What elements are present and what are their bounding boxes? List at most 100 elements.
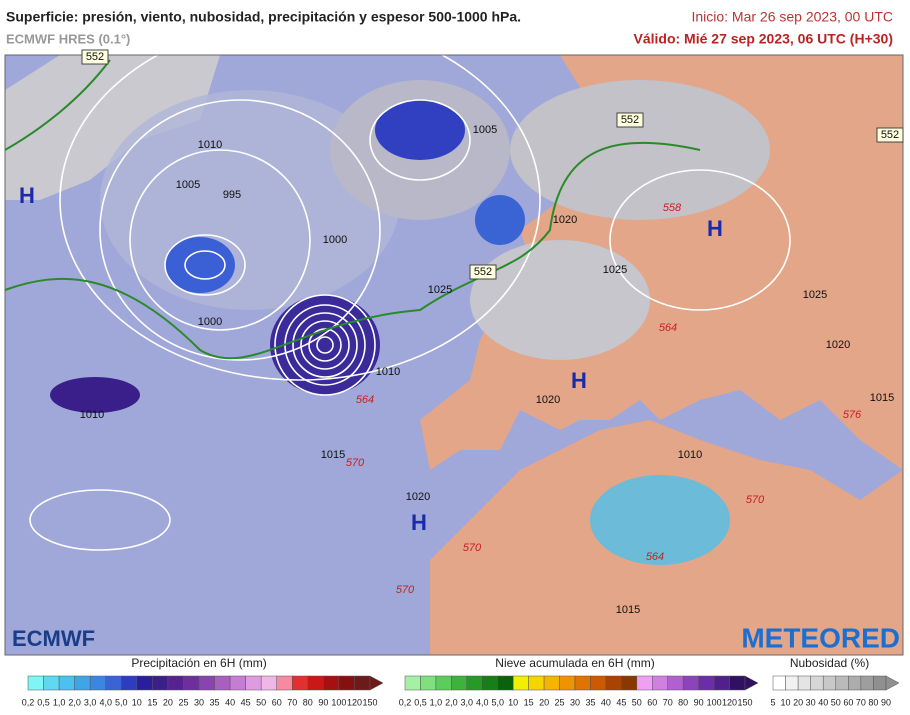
map-label: 1000 [198,316,222,328]
legend-swatch [822,675,837,691]
legend-label: 40 [818,697,828,707]
map-frame [4,54,904,656]
map-label: 1015 [616,604,640,616]
legend-swatch [621,675,638,691]
legend-label: 4,0 [476,697,489,707]
552-line [5,141,701,360]
legend-label: 0,5 [414,697,427,707]
legend-label: 10 [781,697,791,707]
legend-swatch [590,675,607,691]
legend-swatch [810,675,824,691]
model: ECMWF HRES (0.1°) [6,31,130,46]
legend-label: 80 [678,697,688,707]
legend-label: 70 [663,697,673,707]
legend-swatch [512,675,529,691]
legend-label: 35 [210,697,220,707]
legend-swatch [652,675,668,691]
cloud-area [510,80,770,220]
legend-swatch [292,675,309,691]
legend-label: 0,2 [399,697,412,707]
legend-swatch [451,675,468,691]
legend-label: 50 [256,697,266,707]
map-labels: H H H H 1010 1005 995 1000 1000 1010 1015 1020 1020 1… [12,49,904,653]
legend-swatch [667,675,684,691]
map-label: 570 [346,457,365,469]
legend-label: 35 [585,697,595,707]
legend-swatch [152,675,169,691]
legend-swatch [860,675,874,691]
precip [50,377,140,413]
legend-swatch [420,675,437,691]
map-label: 1025 [803,289,827,301]
map-label: 1015 [321,449,345,461]
map-label: 564 [646,551,664,563]
map-label: 552 [621,114,639,126]
map-label: 1025 [428,284,452,296]
legend-label: 1,0 [53,697,66,707]
legend-label: 100 [707,697,722,707]
legend-swatch [543,675,560,691]
legend-swatch [574,675,591,691]
legend-swatch [229,675,246,691]
map-label: 1020 [826,339,850,351]
legend-swatch [848,675,862,691]
legend-swatch [27,675,44,691]
precip [165,237,235,293]
map-label: 1025 [603,264,627,276]
legend-swatch [354,675,371,691]
logo-meteored: METEORED [741,622,900,653]
legend-swatch [105,675,122,691]
map-label: 552 [881,129,899,141]
high-marker: H [571,368,587,393]
legend-label: 90 [318,697,328,707]
legend-title: Nubosidad (%) [790,656,869,670]
legend-label: 40 [225,697,235,707]
map [4,54,904,656]
cloud-greenland [5,55,220,200]
legend-label: 10 [132,697,142,707]
legend-swatch [245,675,262,691]
legend-label: 25 [555,697,565,707]
precip [475,195,525,245]
precip [590,475,730,565]
legend-label: 0,5 [37,697,50,707]
legend-swatch [528,675,545,691]
legend-label: 20 [793,697,803,707]
map-label: 1020 [536,394,560,406]
high-marker: H [19,183,35,208]
legend-arrow [744,675,759,691]
legend-swatch [323,675,340,691]
legend-label: 80 [303,697,313,707]
legend-swatch [835,675,849,691]
map-label: 1010 [198,139,222,151]
legend-swatch [136,675,153,691]
legend-label: 90 [694,697,704,707]
legend-label: 150 [737,697,752,707]
high-marker: H [707,216,723,241]
legend-swatch [404,675,421,691]
map-label: 1000 [323,234,347,246]
cloud-area [470,240,650,360]
legend-label: 20 [539,697,549,707]
legend-swatch [682,675,699,691]
legend-swatch [89,675,106,691]
legend-label: 150 [362,697,377,707]
legend-label: 2,0 [445,697,458,707]
legend-title: Precipitación en 6H (mm) [131,656,266,670]
legend-label: 15 [524,697,534,707]
legend-arrow [885,675,900,691]
legend-swatch [121,675,138,691]
legend-label: 10 [508,697,518,707]
legend-swatch [307,675,324,691]
legend-swatch [58,675,75,691]
high-marker: H [411,510,427,535]
logo-ecmwf: ECMWF [12,626,95,651]
legend-label: 25 [178,697,188,707]
label-box [81,49,109,65]
legend-swatch [785,675,799,691]
map-label: 552 [474,266,492,278]
legend-swatch [482,675,498,691]
map-label: 1020 [406,491,430,503]
map-label: 558 [663,202,682,214]
legend-swatch [43,675,60,691]
